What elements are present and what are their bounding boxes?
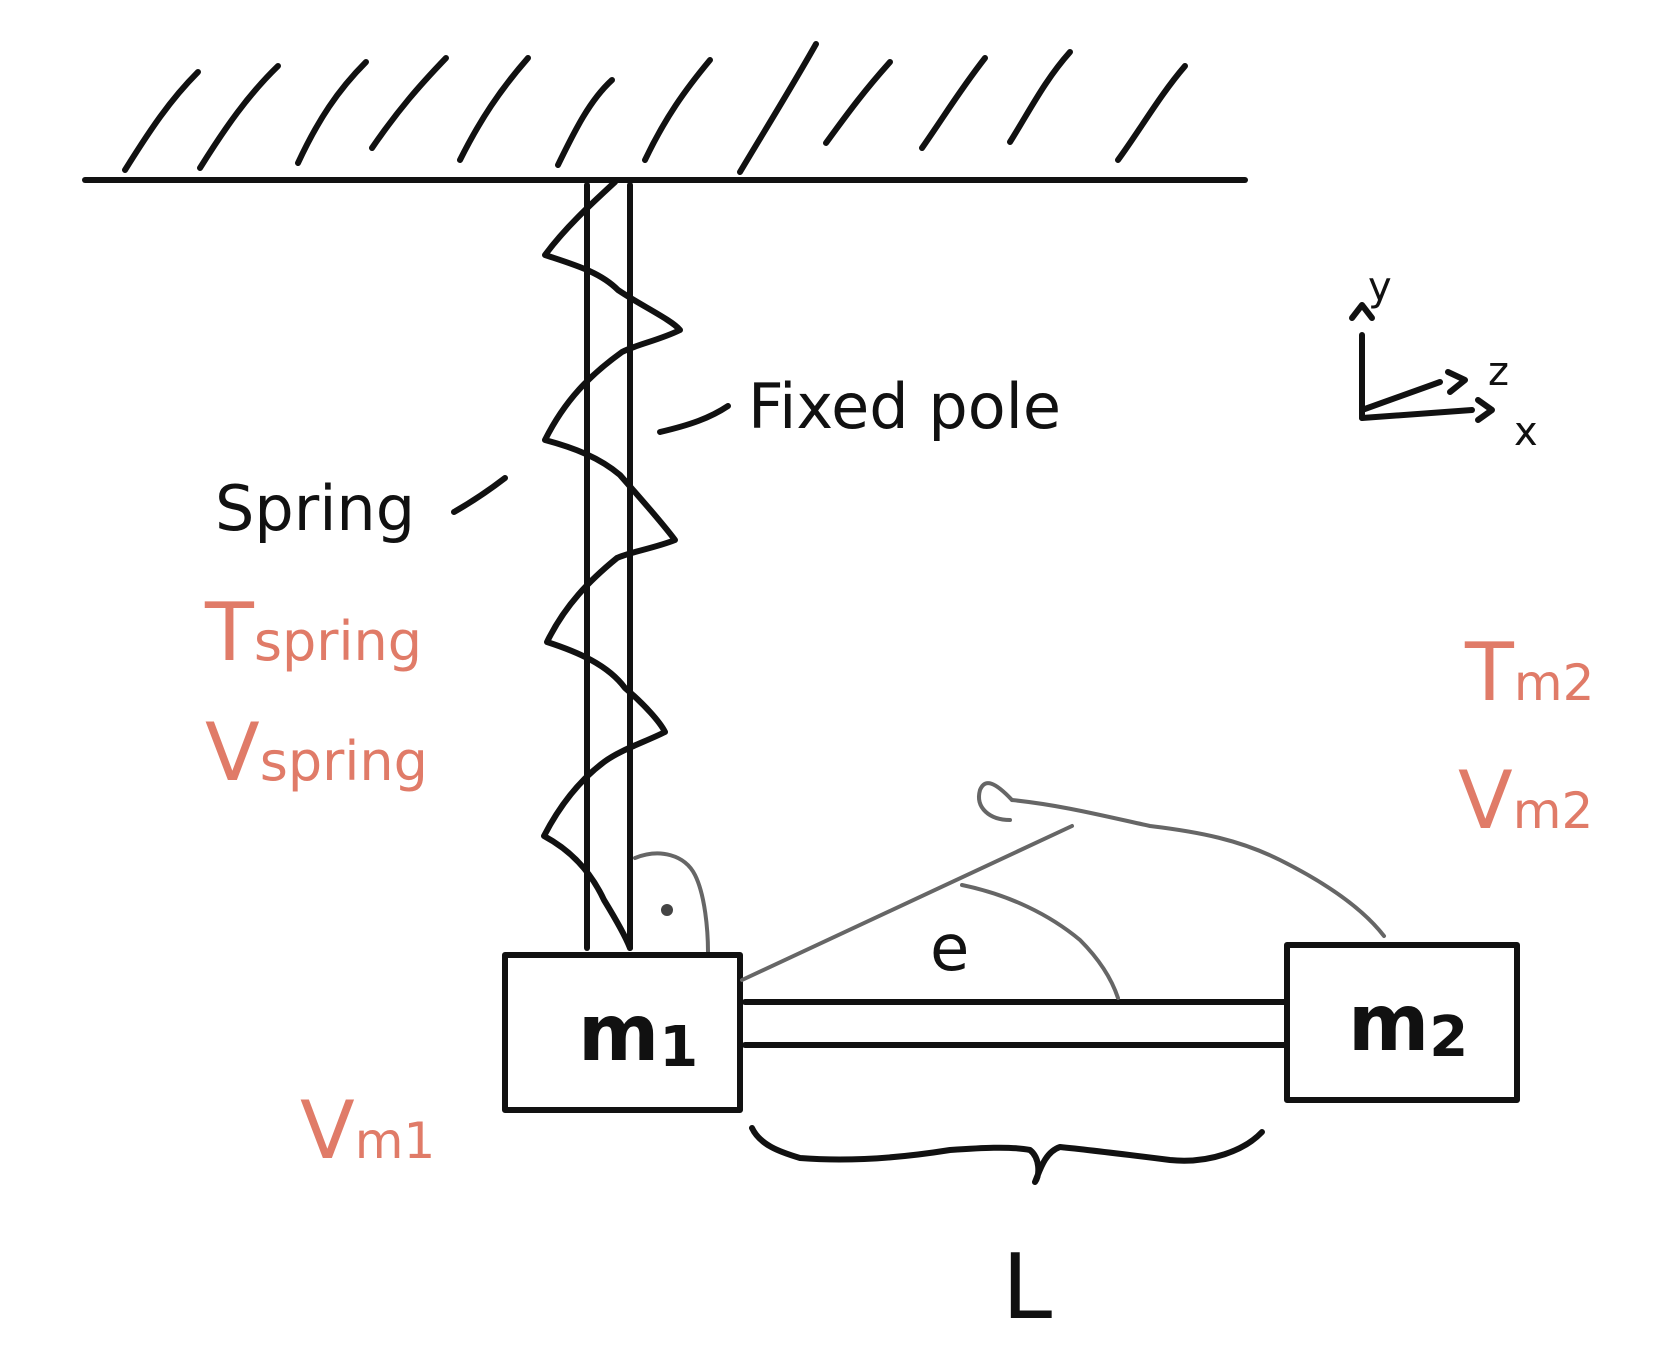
rotation-arrowhead	[977, 781, 1014, 822]
ceiling	[82, 41, 1248, 183]
spring	[541, 179, 683, 951]
v-m1-label: Vm1	[300, 1084, 435, 1177]
t-spring-label: Tspring	[204, 586, 422, 679]
right-angle-mark	[633, 851, 710, 954]
x-axis-arrowhead	[1475, 397, 1495, 423]
y-axis-label: y	[1368, 264, 1392, 310]
angle-reference-line	[740, 824, 1074, 982]
right-angle-dot	[661, 904, 673, 916]
z-axis-label: z	[1488, 349, 1509, 395]
v-m2-label: Vm2	[1458, 754, 1593, 847]
angle-label: e	[930, 912, 969, 986]
spring-leader	[451, 475, 508, 515]
z-axis-arrowhead	[1445, 369, 1468, 395]
spring-label: Spring	[215, 472, 415, 545]
y-axis-arrowhead	[1349, 302, 1375, 321]
fixed-pole	[584, 182, 633, 951]
length-brace	[749, 1125, 1265, 1185]
mass-2-label: m2	[1348, 979, 1468, 1070]
rigid-rod	[742, 999, 1288, 1048]
mass-1-block	[502, 952, 743, 1113]
x-axis-label: x	[1514, 409, 1538, 455]
t-m2-label: Tm2	[1464, 626, 1594, 719]
coordinate-axes: y z x	[1349, 264, 1538, 455]
angle-construction: e	[740, 781, 1386, 1000]
mass-1-label: m1	[578, 989, 698, 1080]
mass-2-block	[1284, 942, 1520, 1103]
rotation-arrow	[1010, 798, 1386, 938]
fixed-pole-leader	[657, 403, 731, 435]
fixed-pole-label: Fixed pole	[748, 370, 1061, 443]
energy-annotations: Tspring Vspring Tm2 Vm2 Vm1	[204, 586, 1594, 1177]
angle-arc	[960, 883, 1120, 1000]
ceiling-hatching	[122, 41, 1188, 175]
v-spring-label: Vspring	[205, 706, 428, 799]
length-label: L	[1002, 1235, 1052, 1340]
